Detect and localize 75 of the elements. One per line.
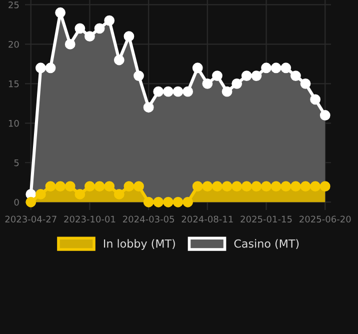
point [153, 196, 164, 208]
point [84, 31, 95, 42]
y-tick-label: 10 [8, 120, 19, 127]
point [192, 62, 203, 74]
point [300, 181, 311, 192]
point [270, 62, 282, 74]
y-tick-label: 5 [14, 159, 19, 166]
point [212, 70, 222, 81]
point [45, 62, 56, 74]
point [182, 86, 194, 97]
point [134, 70, 144, 81]
legend-label: Casino (MT) [234, 239, 299, 250]
point [280, 62, 292, 74]
point [222, 86, 232, 97]
point [261, 181, 272, 192]
point [26, 196, 36, 208]
point [45, 181, 56, 192]
point [55, 7, 66, 18]
legend-label: In lobby (MT) [104, 239, 175, 250]
point [320, 110, 330, 120]
point [162, 86, 174, 97]
x-tick-label: 2023-04-27 [5, 216, 56, 223]
point [290, 70, 301, 81]
point [232, 181, 242, 192]
point [114, 189, 124, 200]
point [290, 181, 301, 192]
x-tick-label: 2024-08-11 [182, 216, 233, 223]
y-tick-label: 0 [14, 198, 19, 206]
point [134, 181, 144, 192]
point [241, 181, 252, 192]
point [202, 181, 213, 192]
point [261, 62, 272, 74]
point [192, 181, 203, 192]
point [172, 86, 184, 97]
x-tick-label: 2023-10-01 [64, 216, 116, 223]
point [172, 196, 184, 208]
point [143, 102, 154, 113]
point [124, 181, 134, 192]
point [202, 78, 213, 89]
point [64, 181, 76, 192]
point [74, 23, 86, 34]
point [212, 181, 222, 192]
point [280, 181, 292, 192]
point [241, 70, 252, 81]
point [270, 181, 282, 192]
y-tick-label: 20 [8, 40, 19, 48]
y-tick-label: 25 [8, 1, 19, 8]
point [153, 86, 164, 97]
x-tick-label: 2024-03-05 [123, 216, 174, 223]
point [222, 181, 232, 192]
x-tick-label: 2025-01-15 [240, 216, 292, 223]
point [320, 181, 330, 192]
point [35, 62, 46, 74]
point [104, 181, 115, 192]
point [143, 196, 154, 208]
point [251, 181, 262, 192]
point [310, 181, 321, 192]
point [114, 54, 124, 66]
point [94, 181, 105, 192]
point [55, 181, 66, 192]
point [74, 189, 86, 200]
point [251, 70, 262, 81]
point [94, 23, 105, 34]
point [310, 94, 321, 105]
point [104, 15, 115, 26]
point [162, 196, 174, 208]
point [64, 39, 76, 50]
point [35, 189, 46, 200]
point [84, 181, 95, 192]
point [182, 196, 194, 208]
x-tick-label: 2025-06-20 [300, 216, 351, 223]
point [300, 78, 311, 89]
point [232, 78, 242, 89]
y-tick-label: 15 [8, 80, 19, 88]
point [124, 31, 134, 42]
